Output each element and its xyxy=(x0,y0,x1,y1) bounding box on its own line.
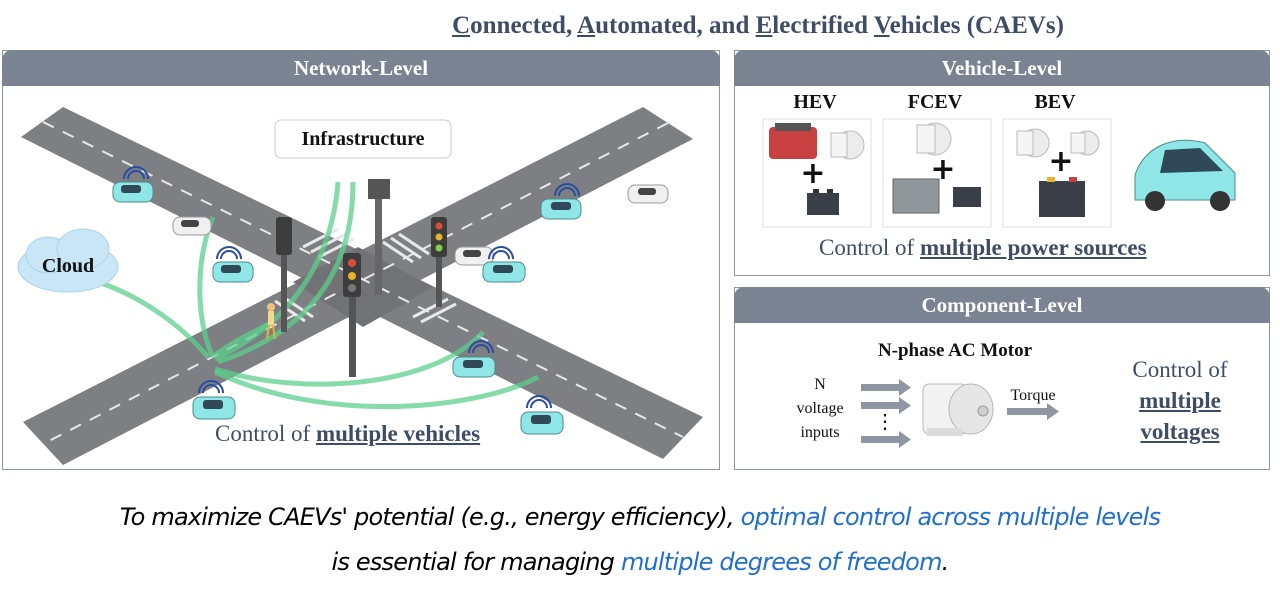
fcev-label: FCEV xyxy=(907,91,963,113)
car xyxy=(540,198,582,220)
component-control-caption: Control of multiple voltages xyxy=(1105,354,1255,447)
svg-text:+: + xyxy=(930,152,955,187)
title-letter: V xyxy=(873,12,890,39)
title-letter: A xyxy=(577,12,596,39)
infrastructure-pole xyxy=(368,179,390,295)
network-level-header: Network-Level xyxy=(2,50,720,86)
car xyxy=(192,396,236,420)
input-arrow xyxy=(861,379,911,396)
network-control-emphasis: multiple vehicles xyxy=(315,421,481,446)
car xyxy=(520,411,564,435)
svg-text:+: + xyxy=(1048,144,1073,179)
lane-line xyxy=(42,122,669,445)
car xyxy=(172,216,212,236)
torque-label: Torque xyxy=(1010,387,1056,404)
caption-line-1: To maximize CAEVs' potential (e.g., ener… xyxy=(0,503,1280,531)
caption-text: To maximize CAEVs' potential (e.g., ener… xyxy=(119,503,741,531)
component-control-emphasis: multiple xyxy=(1139,388,1221,413)
torque-arrow xyxy=(1007,403,1059,420)
title-text: utomated, and xyxy=(595,12,756,39)
lane-line xyxy=(42,121,684,438)
motor-diagram xyxy=(861,379,1059,448)
bev-label: BEV xyxy=(1034,91,1076,113)
network-control-caption: Control of multiple vehicles xyxy=(215,421,480,447)
vehicle-level-panel: Vehicle-Level HEV FCEV BEV + + + Control xyxy=(734,50,1270,276)
inputs-label-line: voltage xyxy=(796,400,844,417)
fuel-cell-icon xyxy=(892,178,940,214)
car xyxy=(627,184,669,204)
component-level-header: Component-Level xyxy=(734,287,1270,323)
car xyxy=(112,181,154,203)
figure-title: Connected, Automated, and Electrified Ve… xyxy=(0,12,1280,40)
input-arrow xyxy=(861,431,911,448)
ac-motor-icon xyxy=(922,383,994,436)
motor-icon xyxy=(916,122,952,156)
traffic-light xyxy=(276,217,292,332)
inputs-label-line: inputs xyxy=(800,424,840,441)
vehicle-control-emphasis: multiple power sources xyxy=(919,235,1147,260)
car xyxy=(212,261,254,283)
title-text: lectrified xyxy=(772,12,874,39)
powertrain-illustrations: + + + xyxy=(762,118,1236,228)
car xyxy=(482,261,526,283)
battery-icon xyxy=(953,187,981,207)
pedestrian xyxy=(266,303,276,340)
motor-icon xyxy=(830,130,865,160)
hev-label: HEV xyxy=(793,91,837,113)
title-text: ehicles (CAEVs) xyxy=(889,12,1064,39)
cloud-icon xyxy=(17,228,119,293)
input-dots: ⋮ xyxy=(875,411,895,433)
vehicle-control-caption: Control of multiple power sources xyxy=(819,235,1147,261)
caption-highlight: multiple degrees of freedom xyxy=(620,548,943,576)
component-control-prefix: Control of xyxy=(1132,357,1228,382)
network-level-panel: Network-Level xyxy=(2,50,720,470)
voltage-inputs-label: N voltage inputs xyxy=(785,373,855,445)
vehicle-control-prefix: Control of xyxy=(819,235,920,260)
caption-text: is essential for managing xyxy=(331,548,621,576)
title-text: onnected, xyxy=(470,12,578,39)
title-letter: C xyxy=(452,12,471,39)
caption-text: . xyxy=(941,548,950,576)
component-control-emphasis: voltages xyxy=(1140,419,1220,444)
input-arrow xyxy=(861,397,911,414)
component-level-panel: Component-Level N-phase AC Motor N volta… xyxy=(734,287,1270,470)
caption-highlight: optimal control across multiple levels xyxy=(740,503,1161,531)
infrastructure-box xyxy=(274,119,452,159)
motor-icon xyxy=(1016,128,1050,158)
car xyxy=(452,356,496,378)
caption-line-2: is essential for managing multiple degre… xyxy=(0,548,1280,576)
traffic-light xyxy=(343,253,361,377)
infrastructure-label: Infrastructure xyxy=(301,128,425,150)
svg-text:+: + xyxy=(800,156,825,191)
network-control-prefix: Control of xyxy=(215,421,316,446)
engine-icon xyxy=(769,127,817,159)
traffic-light xyxy=(431,217,447,307)
cloud-label: Cloud xyxy=(41,255,95,277)
crosswalk-stripes xyxy=(274,227,457,324)
inputs-label-line: N xyxy=(814,376,826,393)
intersection-scene xyxy=(17,107,703,465)
wifi-icon xyxy=(123,166,580,409)
vehicle-level-header: Vehicle-Level xyxy=(734,50,1270,86)
motor-title: N-phase AC Motor xyxy=(877,340,1033,361)
title-letter: E xyxy=(755,12,773,39)
motor-icon xyxy=(1070,130,1100,156)
road-center xyxy=(293,247,433,327)
battery-icon xyxy=(1039,181,1085,217)
battery-icon xyxy=(807,193,839,215)
electric-car-icon xyxy=(1134,139,1236,211)
comm-links xyxy=(97,181,540,410)
